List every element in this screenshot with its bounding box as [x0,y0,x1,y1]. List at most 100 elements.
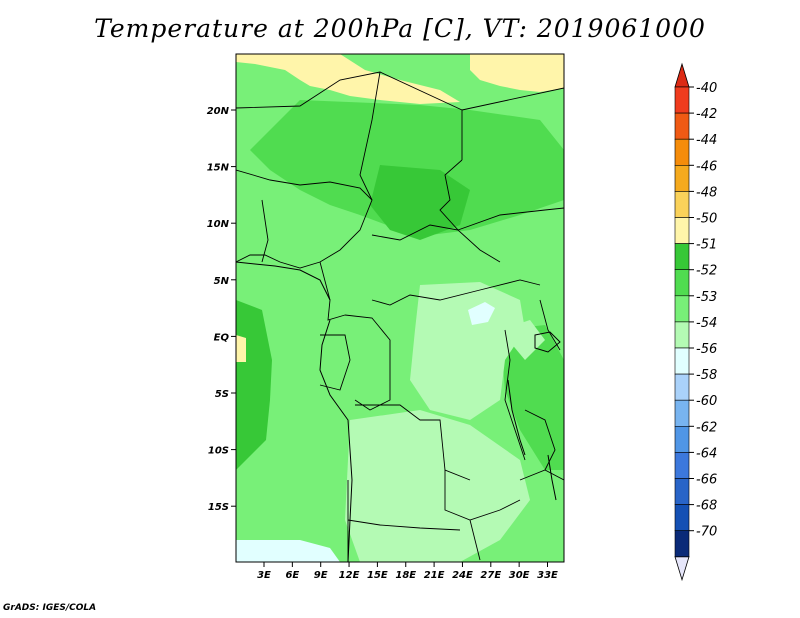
lon-tick-label: 12E [339,570,360,581]
map-frame [235,53,565,563]
lake-tanganyika [507,379,526,456]
lon-tick-label: 3E [257,570,271,581]
colorbar: -40 -42 -44 -46 -48 -50 -51 -52 -53 -54 -56 -58 -60 -… [674,62,717,582]
colorbar-swatch [674,321,690,349]
colorbar-swatch [674,269,690,297]
colorbar-label: -50 [696,212,717,227]
lake-victoria [534,331,561,353]
colorbar-label: -58 [696,368,717,383]
border-benin [261,199,269,263]
field-cool-southeast [500,320,545,360]
latitude-axis: 20N 15N 10N 5N EQ 5S 10S 15S [207,106,236,513]
field-yellow-northeast [470,54,564,92]
border-tanzania [524,409,556,471]
colorbar-label: -52 [696,264,717,279]
lon-tick-label: 9E [314,570,328,581]
colorbar-swatch [674,478,690,505]
colorbar-bottom-arrow [674,556,690,582]
colorbar-swatch [674,165,690,192]
lat-tick-label: 10N [207,219,230,230]
lon-tick-label: 18E [395,570,416,581]
border-car-north [371,224,501,263]
lat-tick-label: 5N [214,276,230,287]
border-cameroon [319,261,346,321]
colorbar-swatch [674,399,690,427]
border-angola-namibia [347,519,461,531]
field-cool-central [410,282,525,420]
lakes-and-rivers [236,261,561,562]
chart-title: Temperature at 200hPa [C], VT: 201906100… [94,14,706,43]
colorbar-top-arrow [674,62,690,88]
colorbar-label: -51 [696,238,717,253]
colorbar-label: -42 [696,107,717,122]
colorbar-label: -53 [696,290,717,305]
lat-tick-label: 20N [207,106,230,117]
lon-tick-label: 30E [509,570,530,581]
colorbar-swatch [674,452,690,479]
border-car-south [371,279,541,306]
colorbar-label: -46 [696,159,717,174]
border-drc-angola [355,404,471,481]
field-cool-south [345,410,530,562]
border-sudan-west [461,87,564,111]
field-yellow-west-edge [236,335,246,362]
border-congo [344,314,391,411]
coastline-gulf-of-guinea [236,261,331,301]
border-niger-chad [359,71,381,201]
lon-tick-label: 15E [367,570,388,581]
colorbar-swatch [674,217,690,244]
colorbar-label: -40 [696,81,717,96]
colorbar-label: -48 [696,185,717,200]
colorbar-label: -56 [696,342,717,357]
country-borders [236,71,564,562]
lon-tick-label: 21E [424,570,445,581]
colorbar-swatch [674,86,690,114]
lon-tick-label: 24E [452,570,473,581]
lat-tick-label: 5S [215,389,229,400]
coastline-west-central [319,319,353,562]
colorbar-label: -44 [696,133,717,148]
lake-malawi [547,454,557,501]
lat-tick-label: 10S [208,446,229,457]
lon-tick-label: 33E [537,570,558,581]
border-great-lakes [504,329,526,461]
colorbar-label: -68 [696,499,717,514]
border-nigeria [236,169,373,269]
grads-credit: GrADS: IGES/COLA [3,603,97,613]
colorbar-swatch [674,112,690,140]
field-warm-east [500,325,564,470]
colorbar-swatch [674,425,690,453]
colorbar-label: -62 [696,420,717,435]
lat-tick-label: 15S [208,502,229,513]
colorbar-swatch [674,295,690,323]
border-uganda-kenya [539,299,561,351]
lon-tick-label: 6E [285,570,299,581]
colorbar-swatch [674,347,690,375]
colorbar-swatch [674,138,690,166]
colorbar-swatch [674,191,690,218]
colorbar-label: -66 [696,473,717,488]
colorbar-swatch [674,504,690,532]
temperature-field [236,54,564,562]
field-warmest-core [370,165,470,240]
colorbar-label: -54 [696,316,717,331]
border-chad-sudan [439,159,463,231]
field-cyan-lake [468,302,495,325]
colorbar-swatch [674,243,690,271]
colorbar-swatch [674,530,690,558]
border-libya-chad [236,71,463,160]
colorbar-label: -64 [696,446,717,461]
border-mozambique [469,519,481,561]
lon-tick-label: 27E [480,570,501,581]
colorbar-label: -60 [696,394,717,409]
lat-tick-label: EQ [214,332,230,343]
colorbar-swatch [674,373,690,401]
border-south-sudan [457,207,564,231]
colorbar-label: -70 [696,525,717,540]
border-gabon [319,334,351,391]
longitude-axis: 3E 6E 9E 12E 15E 18E 21E 24E 27E 30E 33E [257,562,558,581]
field-yellow-north [236,54,460,104]
lat-tick-label: 15N [207,163,230,174]
field-cyan-southwest [236,540,340,562]
